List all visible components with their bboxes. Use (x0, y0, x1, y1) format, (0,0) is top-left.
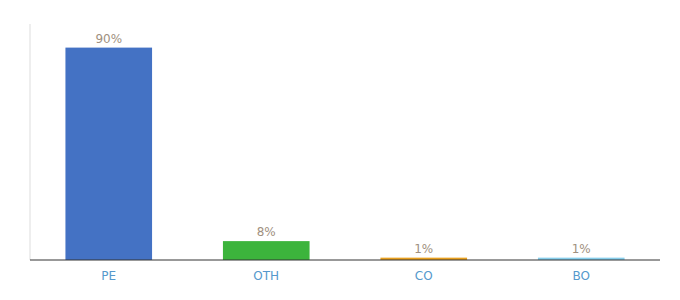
bar (65, 48, 152, 260)
labels: 90% 8% 1% 1% PE OTH CO BO (95, 32, 590, 283)
x-tick-label: PE (101, 269, 116, 283)
x-tick-label: CO (415, 269, 433, 283)
chart-svg: 90% 8% 1% 1% PE OTH CO BO (0, 0, 680, 300)
bars (65, 48, 624, 260)
chart-container: 90% 8% 1% 1% PE OTH CO BO (0, 0, 680, 300)
y-axis-line (30, 24, 31, 260)
bar (223, 241, 310, 260)
data-label: 8% (257, 225, 276, 239)
data-label: 1% (572, 242, 591, 256)
x-tick-label: BO (573, 269, 590, 283)
x-axis-line (30, 260, 660, 261)
data-label: 90% (95, 32, 122, 46)
x-tick-label: OTH (253, 269, 279, 283)
data-label: 1% (414, 242, 433, 256)
